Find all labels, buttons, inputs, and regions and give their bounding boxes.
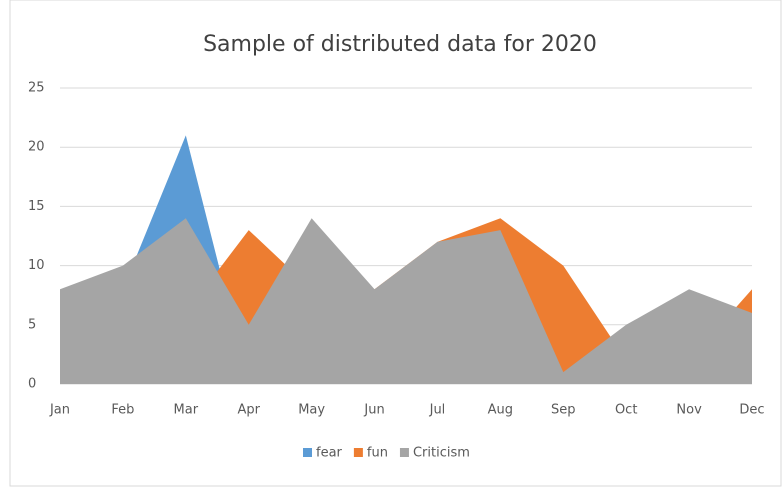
x-tick-label: Feb [111, 403, 134, 418]
x-tick-label: Mar [174, 403, 199, 418]
x-tick-label: Nov [676, 403, 702, 418]
x-tick-label: Dec [739, 403, 764, 418]
y-tick-label: 0 [28, 377, 36, 392]
x-tick-label: Jan [49, 403, 70, 418]
legend-label: fear [316, 446, 343, 461]
legend-swatch [303, 448, 312, 457]
x-tick-label: May [298, 403, 325, 418]
x-tick-label: Apr [237, 403, 260, 418]
chart-frame [9, 0, 782, 487]
x-tick-label: Jul [429, 403, 446, 418]
legend-swatch [399, 448, 409, 457]
legend-swatch [353, 448, 363, 457]
y-tick-label: 25 [28, 81, 45, 96]
y-tick-label: 20 [28, 140, 45, 155]
chart-title: Sample of distributed data for 2020 [203, 32, 597, 57]
x-tick-label: Oct [615, 403, 637, 418]
legend-label: Criticism [413, 446, 470, 461]
y-tick-label: 15 [28, 199, 45, 214]
x-tick-label: Sep [551, 403, 576, 418]
x-tick-label: Jun [363, 403, 384, 418]
y-tick-label: 5 [28, 317, 36, 332]
y-tick-label: 10 [28, 258, 45, 273]
x-tick-label: Aug [488, 403, 513, 418]
legend-label: fun [367, 446, 388, 461]
area [60, 218, 752, 384]
